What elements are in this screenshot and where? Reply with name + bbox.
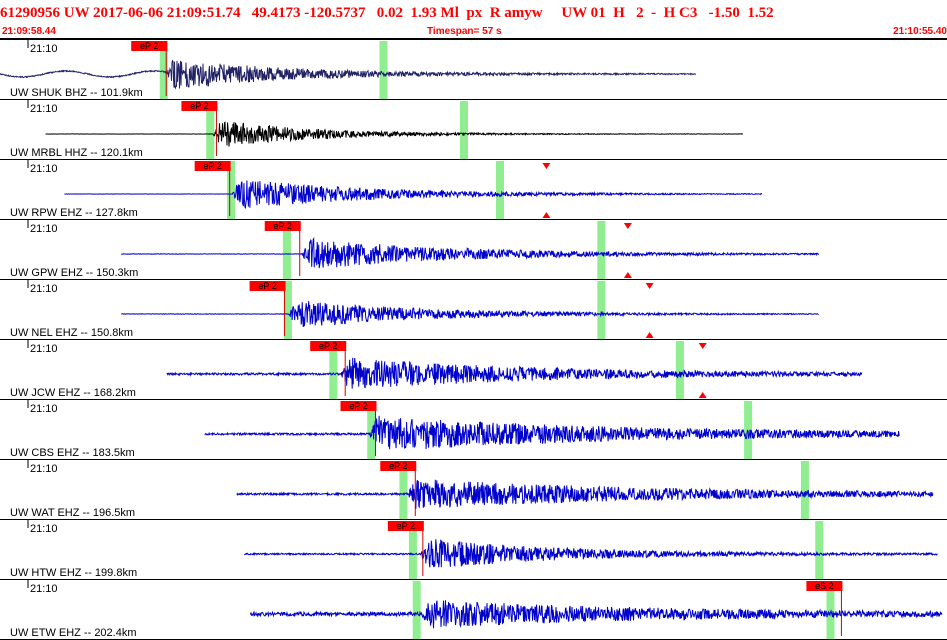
waveform <box>236 479 934 509</box>
pick-box <box>249 281 286 291</box>
window-marker <box>283 281 292 339</box>
pick-label: eP 2 <box>349 401 367 411</box>
window-marker <box>159 41 168 99</box>
station-label: UW NEL EHZ -- 150.8km <box>10 327 133 339</box>
time-tick-label: 21:10 <box>30 103 58 115</box>
station-label: UW SHUK BHZ -- 101.9km <box>10 87 143 99</box>
start-time: 21:09:58.44 <box>2 26 56 37</box>
trace-row[interactable]: eP 2 21:10 UW NEL EHZ -- 150.8km <box>0 280 947 340</box>
pick-triangle <box>645 332 654 338</box>
event-title: 61290956 UW 2017-06-06 21:09:51.74 49.41… <box>0 5 774 21</box>
window-marker <box>826 581 835 639</box>
time-tick-label: 21:10 <box>30 283 58 295</box>
window-marker <box>399 461 408 519</box>
waveform <box>243 539 938 568</box>
window-marker <box>282 221 291 279</box>
pick-triangle <box>623 272 632 278</box>
timespan-label: Timespan= 57 s <box>427 26 502 37</box>
pick-box <box>340 401 377 411</box>
pick-triangle <box>542 163 551 169</box>
trace-row[interactable]: eP 2 21:10 UW RPW EHZ -- 127.8km <box>0 160 947 220</box>
trace-row[interactable]: eP 2 21:10 UW CBS EHZ -- 183.5km <box>0 400 947 460</box>
waveform <box>64 180 763 209</box>
time-tick-label: 21:10 <box>30 583 58 595</box>
pick-label: eP 2 <box>258 281 276 291</box>
pick-label: eP 2 <box>274 221 292 231</box>
pick-label: eP 2 <box>140 41 158 51</box>
pick-label: eP 2 <box>319 341 337 351</box>
station-label: UW JCW EHZ -- 168.2km <box>10 387 136 399</box>
pick-triangle <box>645 283 654 289</box>
pick-label: eP 2 <box>203 161 221 171</box>
pick-box <box>131 41 168 51</box>
end-time: 21:10:55.40 <box>893 26 947 37</box>
waveform <box>166 357 863 389</box>
window-marker <box>744 401 753 459</box>
station-label: UW WAT EHZ -- 196.5km <box>10 507 135 519</box>
pick-triangle <box>698 343 707 349</box>
trace-row[interactable]: eP 2 21:10 UW JCW EHZ -- 168.2km <box>0 340 947 400</box>
station-label: UW HTW EHZ -- 199.8km <box>10 567 137 579</box>
time-tick-label: 21:10 <box>30 463 58 475</box>
pick-box <box>380 461 417 471</box>
event-header: 61290956 UW 2017-06-06 21:09:51.74 49.41… <box>0 0 947 38</box>
waveform <box>204 415 900 450</box>
pick-box <box>264 221 301 231</box>
time-tick-label: 21:10 <box>30 43 58 55</box>
waveform <box>120 237 820 269</box>
pick-triangle <box>542 212 551 218</box>
station-label: UW RPW EHZ -- 127.8km <box>10 207 138 219</box>
window-marker <box>329 341 338 399</box>
window-marker <box>460 101 468 159</box>
pick-label: eP 2 <box>190 101 208 111</box>
window-marker <box>800 461 809 519</box>
station-label: UW ETW EHZ -- 202.4km <box>10 627 137 639</box>
pick-box <box>806 581 843 591</box>
window-marker <box>408 521 417 579</box>
pick-label: eP 2 <box>389 461 407 471</box>
waveform <box>45 121 744 147</box>
trace-row[interactable]: eP 2 21:10 UW HTW EHZ -- 199.8km <box>0 520 947 580</box>
window-marker <box>412 581 421 639</box>
trace-row[interactable]: eS 2 21:10 UW ETW EHZ -- 202.4km <box>0 580 947 640</box>
pick-label: eS 2 <box>815 581 834 591</box>
time-info-bar: 21:09:58.44 Timespan= 57 s 21:10:55.40 <box>0 26 947 38</box>
seismogram-panel[interactable]: eP 2 21:10 UW SHUK BHZ -- 101.9km eP 2 21:10… <box>0 40 947 640</box>
trace-row[interactable]: eP 2 21:10 UW GPW EHZ -- 150.3km <box>0 220 947 280</box>
pick-box <box>387 521 424 531</box>
station-label: UW CBS EHZ -- 183.5km <box>10 447 135 459</box>
header-divider <box>0 38 947 40</box>
window-marker <box>815 521 824 579</box>
waveform <box>250 600 943 629</box>
pick-box <box>181 101 218 111</box>
trace-row[interactable]: eP 2 21:10 UW MRBL HHZ -- 120.1km <box>0 100 947 160</box>
window-marker <box>597 281 606 339</box>
time-tick-label: 21:10 <box>30 523 58 535</box>
time-tick-label: 21:10 <box>30 343 58 355</box>
time-tick-label: 21:10 <box>30 223 58 235</box>
pick-box <box>310 341 347 351</box>
pick-box <box>194 161 231 171</box>
window-marker <box>597 221 606 279</box>
trace-row[interactable]: eP 2 21:10 UW WAT EHZ -- 196.5km <box>0 460 947 520</box>
trace-row[interactable]: eP 2 21:10 UW SHUK BHZ -- 101.9km <box>0 40 947 100</box>
window-marker <box>367 401 376 459</box>
station-label: UW MRBL HHZ -- 120.1km <box>10 147 143 159</box>
pick-label: eP 2 <box>397 521 415 531</box>
window-marker <box>496 161 504 219</box>
pick-triangle <box>623 223 632 229</box>
window-marker <box>206 101 215 159</box>
pick-triangle <box>698 392 707 398</box>
station-label: UW GPW EHZ -- 150.3km <box>10 267 138 279</box>
window-marker <box>675 341 684 399</box>
time-tick-label: 21:10 <box>30 163 58 175</box>
time-tick-label: 21:10 <box>30 403 58 415</box>
window-marker <box>227 161 236 219</box>
window-marker <box>379 41 388 99</box>
waveform <box>121 301 819 328</box>
waveform <box>0 59 697 90</box>
